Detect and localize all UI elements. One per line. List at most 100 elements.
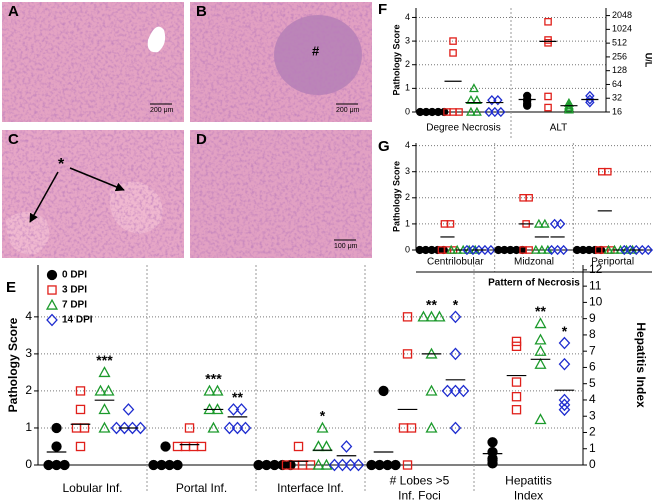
- y-tick-label: 3: [405, 166, 410, 176]
- y2-tick-label: 0: [589, 457, 596, 471]
- y-tick-label: 3: [25, 346, 32, 360]
- point: [47, 285, 57, 295]
- significance: **: [535, 303, 546, 319]
- point: [455, 108, 463, 116]
- point: [378, 385, 389, 397]
- point: [196, 441, 207, 452]
- x-tick-label: Interface Inf.: [277, 481, 344, 495]
- y-tick-label: 2: [25, 383, 32, 397]
- scale-label: 200 μm: [336, 107, 360, 114]
- point: [604, 167, 612, 176]
- significance: *: [562, 323, 568, 339]
- point: [352, 458, 365, 472]
- point: [457, 384, 470, 398]
- y-tick-label: 0: [405, 244, 410, 254]
- x-tick-label: Inf. Foci: [398, 489, 441, 503]
- point: [211, 384, 224, 396]
- panel-label: E: [6, 279, 16, 296]
- x-tick-label: Midzonal: [514, 257, 554, 268]
- significance: *: [320, 408, 326, 424]
- panel-label: D: [196, 131, 207, 148]
- point: [184, 423, 195, 433]
- y2-tick-label: 512: [612, 38, 627, 48]
- point: [446, 220, 455, 228]
- y-tick-label: 1: [25, 420, 32, 434]
- point: [203, 384, 216, 396]
- x-tick-label: Centrilobular: [427, 257, 484, 268]
- legend-label: 3 DPI: [62, 285, 87, 296]
- y-tick-label: 1: [405, 83, 410, 93]
- point: [46, 269, 58, 281]
- point: [449, 310, 462, 324]
- point: [555, 218, 566, 230]
- x-axis-label: Pattern of Necrosis: [488, 278, 580, 289]
- panel-label: C: [8, 131, 19, 148]
- x-tick-label: Periportal: [591, 257, 634, 268]
- y2-tick-label: 16: [612, 106, 622, 116]
- point: [511, 336, 522, 347]
- significance: ***: [205, 371, 222, 387]
- point: [511, 392, 522, 402]
- point: [511, 341, 522, 352]
- point: [425, 421, 438, 433]
- point: [585, 94, 595, 105]
- point: [487, 437, 498, 448]
- point: [51, 422, 62, 434]
- y2-tick-label: 9: [589, 311, 596, 325]
- point: [398, 423, 409, 433]
- point: [523, 101, 532, 110]
- point: [98, 366, 111, 378]
- y2-tick-label: 4: [589, 392, 596, 406]
- point: [172, 441, 183, 452]
- image-c: C *: [2, 130, 184, 258]
- panel-label: B: [196, 3, 207, 20]
- point: [305, 460, 316, 470]
- point: [223, 421, 236, 435]
- point: [544, 103, 552, 112]
- point: [79, 423, 90, 433]
- image-a: A 200 μm: [2, 2, 184, 122]
- y2-tick-label: 256: [612, 51, 627, 61]
- point: [525, 194, 533, 202]
- point: [449, 37, 457, 45]
- point: [75, 386, 86, 396]
- point: [472, 94, 482, 104]
- point: [558, 357, 571, 371]
- y2-tick-label: 64: [612, 79, 622, 89]
- y2-tick-label: 128: [612, 65, 627, 75]
- point: [51, 441, 62, 452]
- point: [449, 421, 462, 435]
- image-mark: *: [58, 156, 65, 173]
- point: [122, 403, 135, 416]
- point: [417, 310, 430, 322]
- point: [110, 421, 123, 435]
- point: [94, 384, 107, 396]
- point: [46, 313, 58, 327]
- y-tick-label: 3: [405, 35, 410, 45]
- point: [433, 310, 446, 322]
- point: [71, 423, 82, 433]
- point: [172, 459, 183, 471]
- y2-tick-label: 32: [612, 93, 622, 103]
- point: [539, 218, 550, 228]
- point: [564, 102, 574, 112]
- x-tick-label: Portal Inf.: [176, 481, 227, 495]
- x-tick-label: Lobular Inf.: [62, 481, 122, 495]
- panel-label: F: [378, 1, 387, 18]
- point: [336, 458, 349, 472]
- y2-tick-label: 10: [589, 295, 603, 309]
- significance: ***: [96, 352, 113, 368]
- significance: *: [453, 297, 459, 313]
- point: [320, 458, 333, 470]
- point: [188, 441, 199, 452]
- point: [180, 441, 191, 452]
- point: [511, 377, 522, 387]
- point: [449, 347, 462, 361]
- point: [316, 421, 329, 433]
- point: [486, 244, 496, 256]
- y2-tick-label: 1024: [612, 24, 632, 34]
- scale-label: 100 μm: [334, 243, 358, 250]
- y-tick-label: 4: [25, 309, 32, 323]
- y-tick-label: 4: [405, 12, 410, 22]
